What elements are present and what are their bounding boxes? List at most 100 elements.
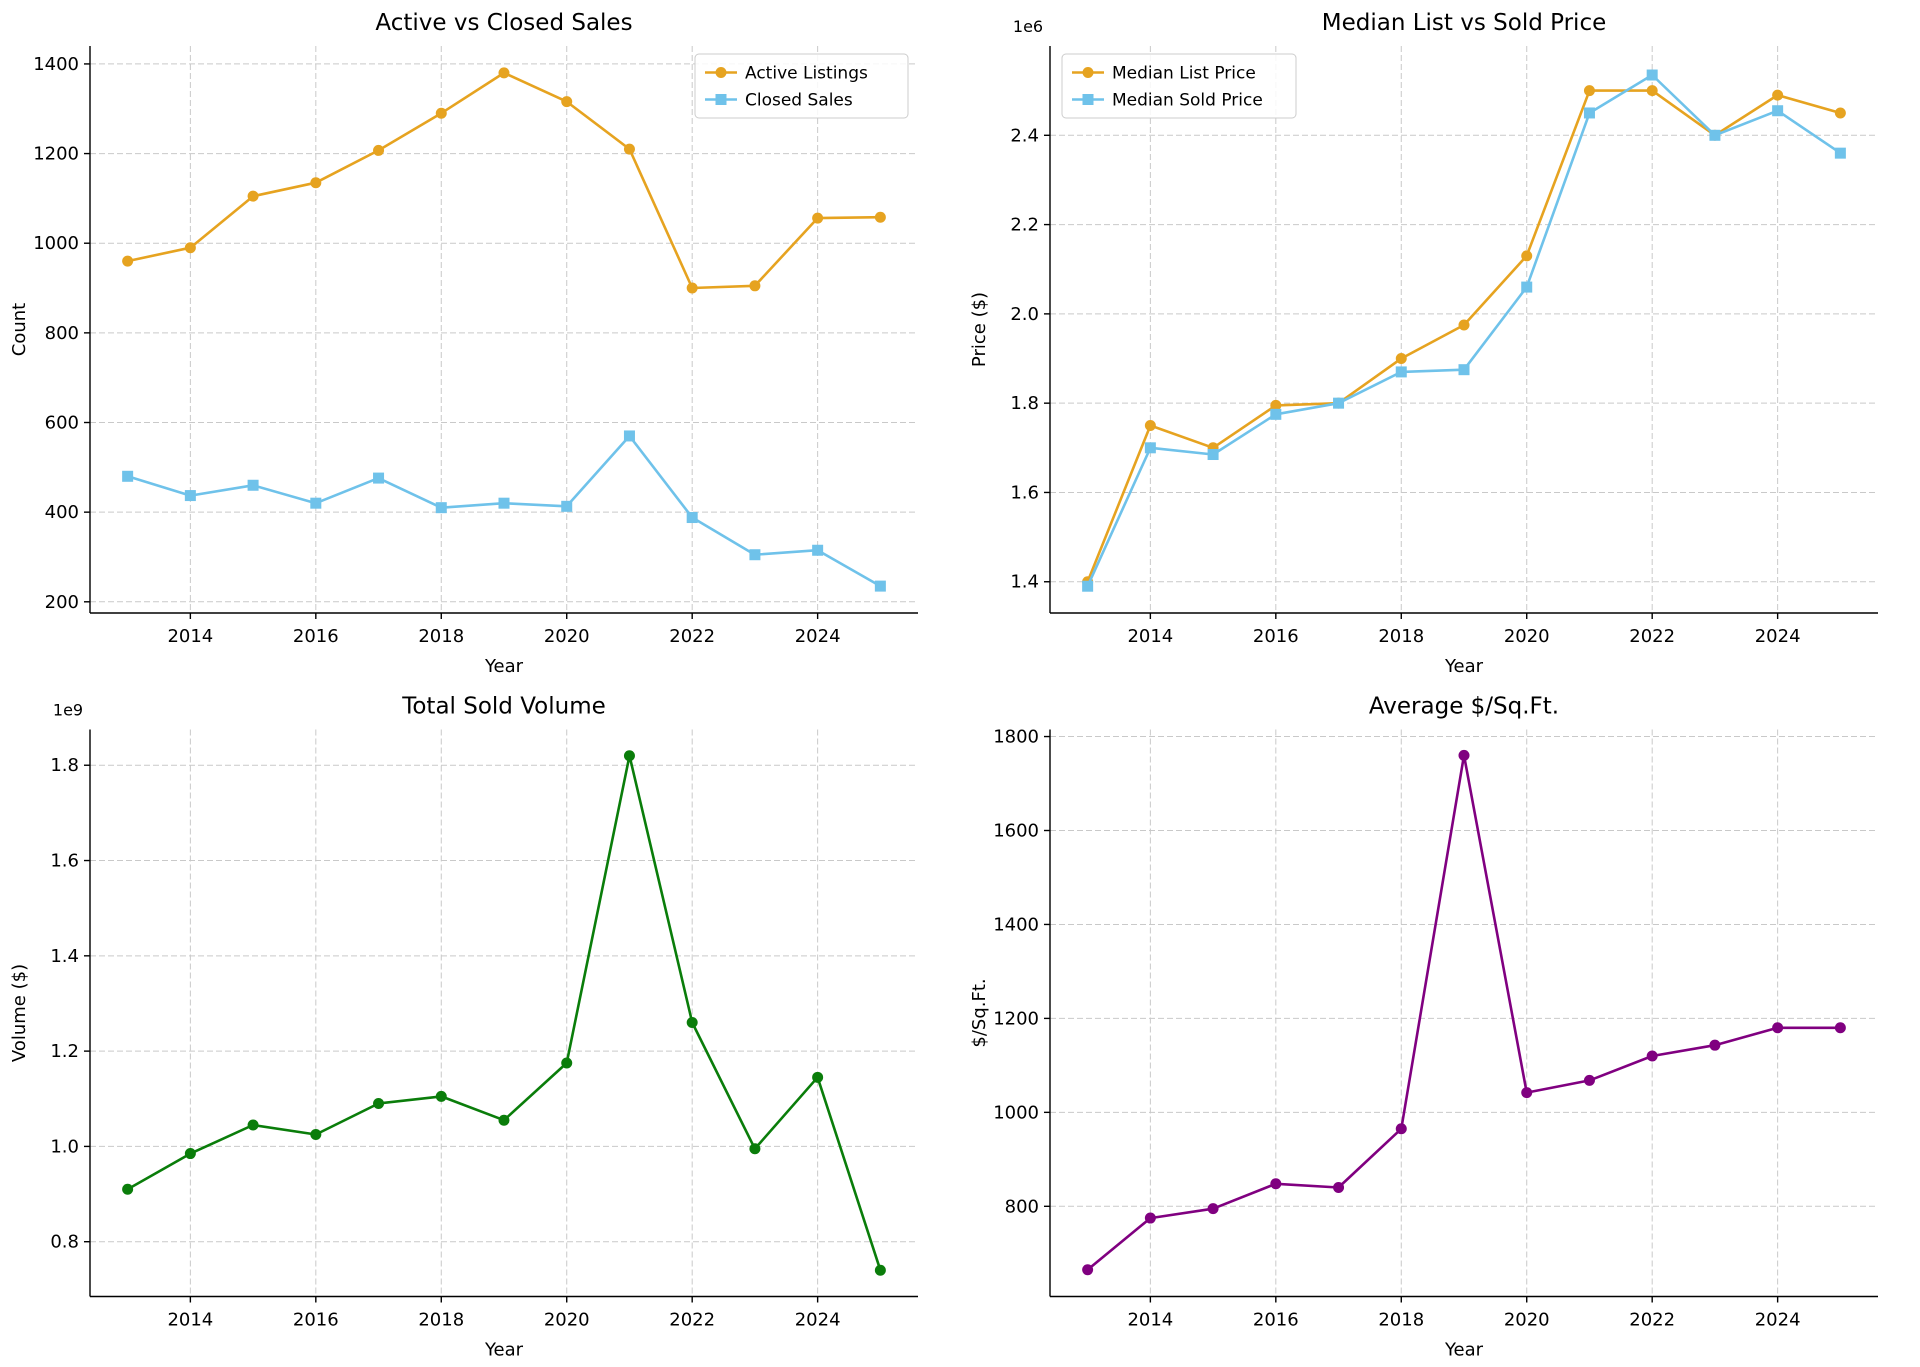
axes: 2014 2016 2018 2020 2022 2024 200 400 600 800 1000… [33,46,918,647]
x-tick-label: 2020 [544,626,590,647]
circle-marker [561,96,573,108]
square-marker [1333,397,1345,409]
square-marker [435,502,447,514]
circle-marker [184,1148,196,1160]
gridlines [1050,46,1878,613]
y-tick-label: 1.0 [50,1136,79,1157]
x-tick-label: 2024 [1755,626,1801,647]
square-marker [184,490,196,502]
circle-marker [247,1119,259,1131]
y-axis-label: Price ($) [969,292,990,367]
x-tick-label: 2024 [795,1310,841,1331]
circle-marker [715,67,727,78]
legend-label: Median Sold Price [1112,91,1263,111]
square-marker [1458,364,1470,376]
circle-marker [1646,85,1658,97]
x-tick-label: 2014 [1127,1310,1173,1331]
square-marker [715,94,727,105]
legend: Median List Price Median Sold Price [1061,53,1297,119]
circle-marker [686,1017,698,1029]
square-marker [623,430,635,442]
square-marker [1082,580,1094,592]
x-tick-label: 2018 [1378,1310,1424,1331]
square-marker [247,479,259,491]
square-marker [1583,107,1595,119]
x-tick-label: 2020 [1504,1310,1550,1331]
square-marker [1144,442,1156,454]
circle-marker [1709,1039,1721,1051]
circle-marker [373,144,385,156]
square-marker [1521,281,1533,293]
series-total-sold-volume [122,750,886,1276]
circle-marker [247,190,259,202]
total-sold-volume-plot: 2014 2016 2018 2020 2022 2024 0.8 1.0 1.2 1.4 1.6 1… [0,683,960,1367]
x-tick-label: 2018 [1378,626,1424,647]
series-median-sold-price [1082,69,1846,592]
legend-label: Closed Sales [745,91,853,111]
square-marker [310,497,322,509]
median-list-vs-sold-price-plot: 2014 2016 2018 2020 2022 2024 1.4 1.6 1.8 2.0 2.2 2… [960,0,1920,683]
legend-label: Median List Price [1112,64,1256,84]
chart-active-vs-closed-sales: 2014 2016 2018 2020 2022 2024 200 400 600 800 1000… [0,0,960,683]
circle-marker [498,67,510,79]
square-marker [561,500,573,512]
circle-marker [1144,1212,1156,1224]
circle-marker [1583,1074,1595,1086]
x-tick-label: 2016 [1253,1310,1299,1331]
chart-title: Median List vs Sold Price [1322,10,1606,36]
axes: 2014 2016 2018 2020 2022 2024 1.4 1.6 1.8 2.0 2.2 2… [1010,46,1878,647]
square-marker [1646,69,1658,81]
series-line-median-list-price [1086,89,1842,584]
x-axis-label: Year [484,1340,524,1361]
circle-marker [435,107,447,119]
x-tick-label: 2014 [167,626,213,647]
x-tick-label: 2014 [167,1310,213,1331]
series-active-listings [122,67,886,294]
circle-marker [1646,1050,1658,1062]
circle-marker [1082,1264,1094,1276]
circle-marker [1521,250,1533,262]
circle-marker [812,212,824,224]
square-marker [122,470,134,482]
x-tick-label: 2018 [418,626,464,647]
y-tick-label: 1200 [33,144,79,165]
x-tick-label: 2016 [293,1310,339,1331]
square-marker [1082,94,1094,105]
y-tick-label: 1800 [993,727,1039,748]
circle-marker [1772,89,1784,101]
circle-marker [1270,399,1282,411]
legend: Active Listings Closed Sales [694,53,909,119]
chart-title: Total Sold Volume [401,694,606,720]
square-marker [1709,129,1721,141]
y-axis-label: $/Sq.Ft. [969,978,990,1047]
axis-offset-text: 1e6 [1013,17,1043,36]
chart-total-sold-volume: 2014 2016 2018 2020 2022 2024 0.8 1.0 1.2 1.4 1.6 1… [0,683,960,1367]
series-line-closed-sales [126,434,882,588]
y-tick-label: 600 [45,413,79,434]
circle-marker [874,1264,886,1276]
circle-marker [812,1071,824,1083]
x-tick-label: 2018 [418,1310,464,1331]
square-marker [1772,105,1784,117]
series-closed-sales [122,430,886,592]
series-line-average-sq-ft [1086,754,1842,1272]
y-tick-label: 1200 [993,1008,1039,1029]
x-tick-label: 2016 [1253,626,1299,647]
circle-marker [1207,1203,1219,1215]
series-average-sq-ft [1082,749,1846,1276]
y-tick-label: 400 [45,502,79,523]
axes: 2014 2016 2018 2020 2022 2024 0.8 1.0 1.2 1.4 1.6 1… [50,729,918,1331]
y-tick-label: 1000 [993,1102,1039,1123]
y-tick-label: 1.8 [1010,393,1039,414]
x-tick-label: 2022 [1629,1310,1675,1331]
circle-marker [373,1098,385,1110]
circle-marker [1521,1087,1533,1099]
x-tick-label: 2024 [795,626,841,647]
circle-marker [122,255,134,267]
y-tick-label: 1.4 [50,946,79,967]
circle-marker [435,1090,447,1102]
active-vs-closed-sales-plot: 2014 2016 2018 2020 2022 2024 200 400 600 800 1000… [0,0,960,683]
chart-title: Active vs Closed Sales [375,10,632,36]
circle-marker [1395,1123,1407,1135]
